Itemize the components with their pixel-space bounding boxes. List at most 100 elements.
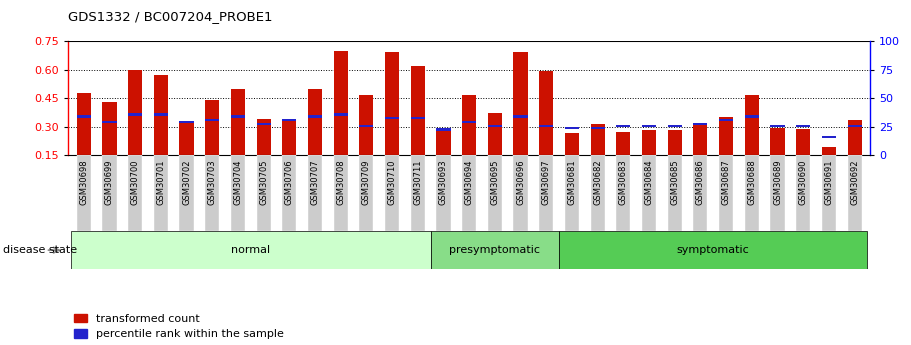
- Bar: [514, 115, 527, 118]
- Text: GSM30691: GSM30691: [824, 159, 834, 205]
- Bar: [411, 117, 425, 119]
- FancyBboxPatch shape: [431, 231, 559, 269]
- Bar: [668, 130, 681, 155]
- Text: GSM30701: GSM30701: [157, 159, 165, 205]
- Bar: [771, 128, 784, 155]
- FancyBboxPatch shape: [745, 155, 759, 231]
- FancyBboxPatch shape: [205, 155, 220, 231]
- Bar: [257, 123, 271, 125]
- Text: disease state: disease state: [3, 245, 77, 255]
- Text: GSM30686: GSM30686: [696, 159, 705, 205]
- Bar: [436, 128, 451, 155]
- Text: GSM30690: GSM30690: [799, 159, 808, 205]
- Text: GSM30700: GSM30700: [130, 159, 139, 205]
- Bar: [102, 121, 117, 123]
- Text: GSM30710: GSM30710: [387, 159, 396, 205]
- Bar: [359, 125, 374, 127]
- Bar: [771, 125, 784, 127]
- FancyBboxPatch shape: [822, 155, 836, 231]
- Bar: [590, 124, 605, 155]
- Legend: transformed count, percentile rank within the sample: transformed count, percentile rank withi…: [74, 314, 284, 339]
- Bar: [230, 89, 245, 155]
- Bar: [822, 147, 836, 155]
- FancyBboxPatch shape: [257, 155, 271, 231]
- FancyBboxPatch shape: [436, 155, 451, 231]
- Text: GSM30681: GSM30681: [568, 159, 577, 205]
- FancyBboxPatch shape: [668, 155, 681, 231]
- Bar: [333, 113, 348, 116]
- Bar: [847, 120, 862, 155]
- Bar: [411, 66, 425, 155]
- Bar: [693, 123, 708, 125]
- FancyBboxPatch shape: [462, 155, 476, 231]
- Bar: [796, 125, 810, 127]
- Text: GSM30708: GSM30708: [336, 159, 345, 205]
- Bar: [719, 117, 733, 155]
- Bar: [333, 51, 348, 155]
- FancyBboxPatch shape: [282, 155, 296, 231]
- Text: GSM30702: GSM30702: [182, 159, 191, 205]
- Text: GSM30707: GSM30707: [311, 159, 320, 205]
- Bar: [590, 127, 605, 129]
- FancyBboxPatch shape: [847, 155, 862, 231]
- Bar: [205, 119, 220, 121]
- Text: GSM30706: GSM30706: [285, 159, 294, 205]
- Text: GDS1332 / BC007204_PROBE1: GDS1332 / BC007204_PROBE1: [68, 10, 272, 23]
- Text: GSM30687: GSM30687: [722, 159, 731, 205]
- FancyBboxPatch shape: [514, 155, 527, 231]
- FancyBboxPatch shape: [771, 155, 784, 231]
- Text: GSM30692: GSM30692: [850, 159, 859, 205]
- FancyBboxPatch shape: [642, 155, 656, 231]
- Text: GSM30709: GSM30709: [362, 159, 371, 205]
- Bar: [565, 134, 579, 155]
- Bar: [642, 125, 656, 127]
- Bar: [179, 121, 194, 123]
- Text: GSM30684: GSM30684: [644, 159, 653, 205]
- Bar: [282, 121, 296, 155]
- Bar: [230, 115, 245, 118]
- Bar: [282, 119, 296, 121]
- Bar: [487, 125, 502, 127]
- Text: GSM30695: GSM30695: [490, 159, 499, 205]
- Bar: [822, 136, 836, 138]
- Bar: [668, 125, 681, 127]
- FancyBboxPatch shape: [411, 155, 425, 231]
- Text: GSM30697: GSM30697: [542, 159, 551, 205]
- Bar: [385, 117, 399, 119]
- Bar: [462, 95, 476, 155]
- FancyBboxPatch shape: [102, 155, 117, 231]
- Bar: [359, 95, 374, 155]
- FancyBboxPatch shape: [179, 155, 193, 231]
- FancyBboxPatch shape: [487, 155, 502, 231]
- Bar: [128, 113, 142, 116]
- Bar: [539, 71, 553, 155]
- Bar: [565, 127, 579, 129]
- Text: GSM30694: GSM30694: [465, 159, 474, 205]
- Text: GSM30682: GSM30682: [593, 159, 602, 205]
- Text: GSM30696: GSM30696: [516, 159, 525, 205]
- FancyBboxPatch shape: [719, 155, 733, 231]
- Text: GSM30688: GSM30688: [747, 159, 756, 205]
- FancyBboxPatch shape: [385, 155, 399, 231]
- FancyBboxPatch shape: [539, 155, 553, 231]
- Bar: [154, 75, 168, 155]
- FancyBboxPatch shape: [693, 155, 708, 231]
- Text: GSM30683: GSM30683: [619, 159, 628, 205]
- FancyBboxPatch shape: [559, 231, 867, 269]
- FancyBboxPatch shape: [359, 155, 374, 231]
- Bar: [745, 115, 759, 118]
- Bar: [385, 52, 399, 155]
- Bar: [719, 119, 733, 121]
- FancyBboxPatch shape: [796, 155, 810, 231]
- Text: GSM30699: GSM30699: [105, 159, 114, 205]
- Text: GSM30703: GSM30703: [208, 159, 217, 205]
- Bar: [539, 125, 553, 127]
- Text: normal: normal: [231, 245, 271, 255]
- Bar: [77, 115, 91, 118]
- Text: GSM30705: GSM30705: [259, 159, 268, 205]
- Bar: [616, 125, 630, 127]
- FancyBboxPatch shape: [616, 155, 630, 231]
- FancyBboxPatch shape: [154, 155, 168, 231]
- Bar: [128, 70, 142, 155]
- Text: GSM30698: GSM30698: [79, 159, 88, 205]
